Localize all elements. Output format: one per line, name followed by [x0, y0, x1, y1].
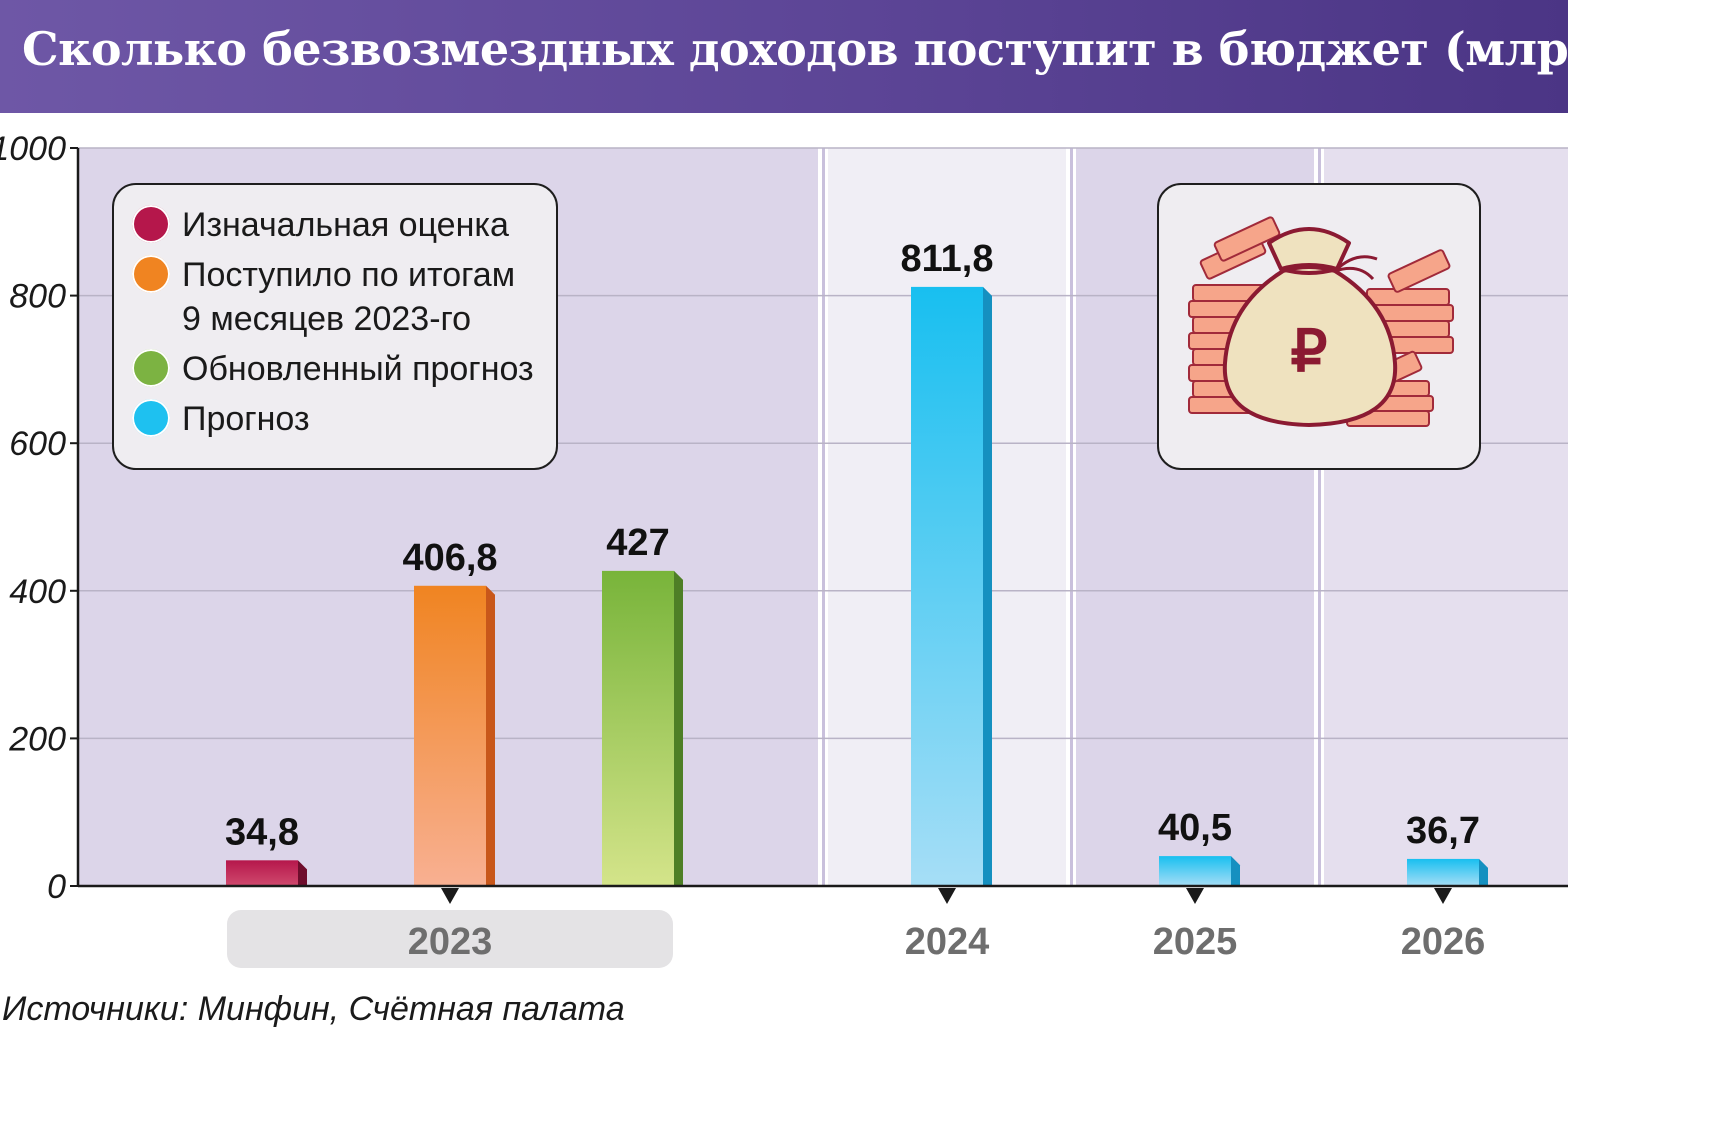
band-separator-line [1070, 148, 1073, 886]
legend-swatch [132, 255, 170, 293]
bar-side [486, 585, 495, 886]
ruble-sign-icon: ₽ [1291, 319, 1328, 384]
legend-swatch [132, 349, 170, 387]
x-category-label: 2025 [1153, 921, 1238, 963]
x-tick-pointer [441, 888, 459, 904]
bar-2024 [911, 286, 983, 886]
page-title: Сколько безвозмездных доходов поступит в… [22, 22, 1732, 76]
bar-side [674, 570, 683, 886]
x-category-label: 2026 [1401, 921, 1486, 963]
legend-item-updated-forecast: Обновленный прогноз [132, 347, 556, 391]
y-tick-label: 600 [9, 425, 66, 463]
bar-value-label: 34,8 [225, 811, 299, 853]
bar-2023 [602, 570, 674, 886]
bar-value-label: 406,8 [402, 537, 497, 579]
money-illustration-box: ₽ [1157, 183, 1481, 470]
legend-swatch [132, 399, 170, 437]
bar-side [983, 286, 992, 886]
band-separator-line [1318, 148, 1321, 886]
x-tick-pointer [1434, 888, 1452, 904]
bar-side [1231, 856, 1240, 886]
legend-item-forecast: Прогноз [132, 397, 556, 441]
x-tick-pointer [1186, 888, 1204, 904]
y-tick-label: 0 [47, 868, 66, 906]
band-separator-line [822, 148, 825, 886]
bar-value-label: 427 [606, 522, 669, 564]
x-category-label: 2023 [408, 921, 493, 963]
y-tick-label: 800 [9, 278, 66, 316]
y-tick-label: 1000 [0, 130, 66, 168]
x-tick-pointer [938, 888, 956, 904]
bar-value-label: 40,5 [1158, 807, 1232, 849]
y-tick-label: 400 [9, 573, 66, 611]
legend-item-received-9-months: Поступило по итогам 9 месяцев 2023-го [132, 253, 556, 341]
legend-label: Поступило по итогам 9 месяцев 2023-го [182, 256, 516, 338]
sack-icon: ₽ [1222, 227, 1398, 427]
category-group-pill [227, 910, 673, 968]
bar-value-label: 811,8 [901, 238, 994, 280]
bar-2023 [226, 860, 298, 886]
x-category-label: 2024 [905, 921, 990, 963]
money-bag-icon: ₽ [1188, 216, 1454, 427]
bar-2026 [1407, 858, 1479, 886]
legend-label: Обновленный прогноз [182, 350, 534, 388]
source-note: Источники: Минфин, Счётная палата [2, 990, 625, 1028]
legend-label: Прогноз [182, 400, 310, 438]
legend-item-initial-estimate: Изначальная оценка [132, 203, 556, 247]
bar-2023 [414, 585, 486, 886]
header-banner: Сколько безвозмездных доходов поступит в… [0, 0, 1732, 113]
bar-side [1479, 858, 1488, 886]
legend-swatch [132, 205, 170, 243]
y-tick-label: 200 [8, 720, 66, 758]
legend-label: Изначальная оценка [182, 206, 509, 244]
legend: Изначальная оценка Поступило по итогам 9… [112, 183, 558, 470]
bar-2025 [1159, 856, 1231, 886]
bar-side [298, 860, 307, 886]
bar-value-label: 36,7 [1406, 810, 1480, 852]
